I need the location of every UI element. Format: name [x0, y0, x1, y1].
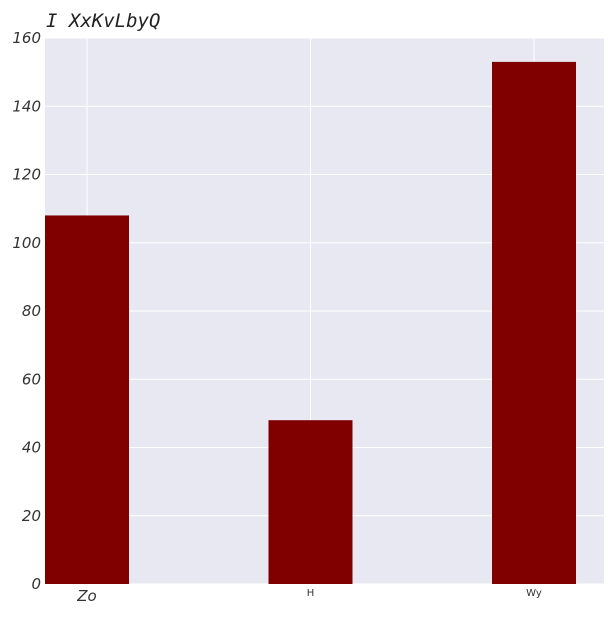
x-tick-label: Zo — [76, 587, 96, 605]
y-axis-ticks: 0 20 40 60 80 100 120 140 160 — [12, 29, 41, 593]
x-tick-label: H — [307, 588, 315, 599]
x-axis-ticks: Zo H Wy — [76, 587, 542, 605]
chart-title: I XxKvLbyQ — [46, 10, 160, 32]
bars — [45, 61, 576, 584]
y-tick-label: 80 — [22, 302, 41, 320]
y-tick-label: 0 — [31, 575, 41, 593]
y-tick-label: 40 — [22, 439, 41, 457]
bar-h — [268, 420, 353, 584]
y-tick-label: 20 — [22, 507, 41, 525]
bar-wy — [492, 61, 576, 584]
y-tick-label: 60 — [22, 370, 41, 388]
y-tick-label: 120 — [12, 166, 41, 184]
x-tick-label: Wy — [526, 588, 542, 599]
y-tick-label: 140 — [12, 97, 41, 115]
y-tick-label: 100 — [12, 234, 41, 252]
bar-zo — [45, 215, 129, 584]
y-tick-label: 160 — [12, 29, 41, 47]
